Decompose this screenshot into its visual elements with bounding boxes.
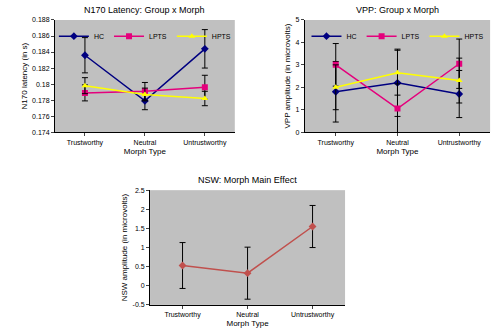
svg-text:4: 4	[296, 39, 300, 46]
svg-text:N170 Latency: Group x Morph: N170 Latency: Group x Morph	[84, 5, 205, 15]
svg-text:HC: HC	[94, 33, 104, 40]
svg-text:3: 3	[296, 61, 300, 68]
svg-text:HPTS: HPTS	[464, 33, 483, 40]
svg-text:Neutral: Neutral	[386, 139, 409, 146]
svg-text:VPP amplitude (in microvolts): VPP amplitude (in microvolts)	[283, 23, 292, 128]
svg-text:Trustworthy: Trustworthy	[164, 311, 201, 319]
svg-text:2: 2	[296, 84, 300, 91]
svg-text:LPTS: LPTS	[402, 33, 420, 40]
svg-text:0.178: 0.178	[32, 97, 50, 104]
svg-text:VPP: Group x Morph: VPP: Group x Morph	[356, 5, 439, 15]
svg-text:5: 5	[296, 16, 300, 23]
svg-text:LPTS: LPTS	[149, 33, 167, 40]
svg-text:Morph Type: Morph Type	[376, 147, 419, 156]
svg-text:2.5: 2.5	[135, 187, 145, 194]
svg-text:1: 1	[141, 244, 145, 251]
svg-text:Trustworthy: Trustworthy	[318, 139, 355, 147]
svg-text:Neutral: Neutral	[236, 311, 259, 318]
svg-text:0.188: 0.188	[32, 16, 50, 23]
svg-text:0: 0	[296, 129, 300, 136]
svg-text:0.174: 0.174	[32, 129, 50, 136]
svg-text:-0.5: -0.5	[133, 301, 145, 308]
svg-text:NSW: Morph Main Effect: NSW: Morph Main Effect	[198, 175, 297, 185]
svg-text:Untrustworthy: Untrustworthy	[183, 139, 227, 147]
svg-text:0.18: 0.18	[36, 81, 50, 88]
svg-text:HPTS: HPTS	[212, 33, 231, 40]
svg-text:1: 1	[296, 106, 300, 113]
svg-text:0.182: 0.182	[32, 65, 50, 72]
svg-text:0.176: 0.176	[32, 113, 50, 120]
svg-text:Morph Type: Morph Type	[124, 147, 167, 156]
svg-text:NSW amplitude (in microvolts): NSW amplitude (in microvolts)	[120, 193, 129, 301]
svg-text:N170 latency (in s): N170 latency (in s)	[20, 42, 29, 109]
svg-text:2: 2	[141, 206, 145, 213]
svg-text:0.186: 0.186	[32, 32, 50, 39]
svg-text:0: 0	[141, 282, 145, 289]
svg-text:Neutral: Neutral	[134, 139, 157, 146]
svg-text:0.184: 0.184	[32, 48, 50, 55]
svg-text:0.5: 0.5	[135, 263, 145, 270]
svg-text:Morph Type: Morph Type	[226, 319, 269, 328]
svg-text:Trustworthy: Trustworthy	[67, 139, 104, 147]
svg-text:Untrustworthy: Untrustworthy	[291, 311, 335, 319]
svg-text:HC: HC	[346, 33, 356, 40]
svg-text:Untrustworthy: Untrustworthy	[438, 139, 482, 147]
svg-text:1.5: 1.5	[135, 225, 145, 232]
